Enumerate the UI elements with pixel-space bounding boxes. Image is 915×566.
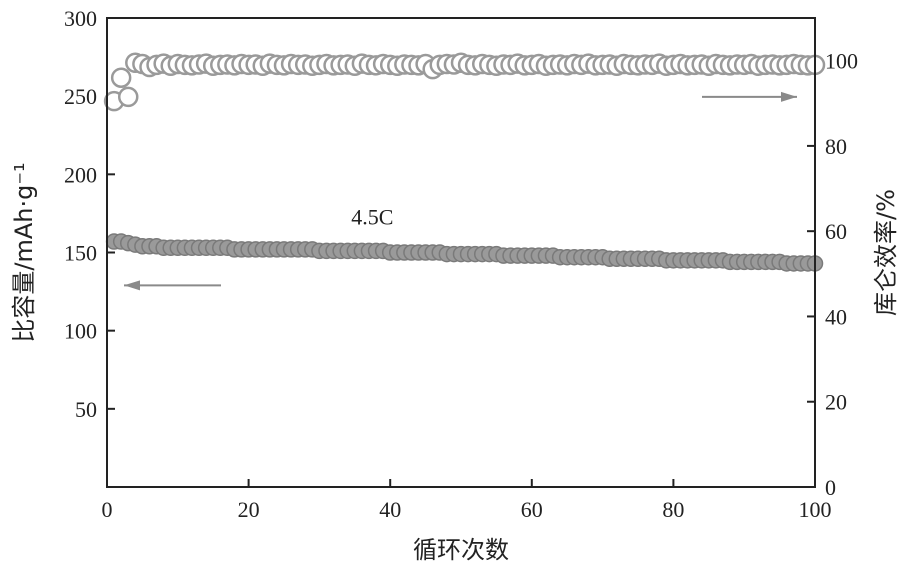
x-tick-label: 80 [662, 497, 684, 522]
x-tick-label: 0 [102, 497, 113, 522]
arrow-head [124, 280, 140, 291]
arrow-head [781, 91, 797, 102]
annotation-label: 4.5C [351, 204, 393, 229]
right-y-tick-label: 60 [825, 219, 847, 244]
left-y-tick-label: 250 [64, 84, 97, 109]
right-y-tick-label: 80 [825, 134, 847, 159]
left-y-tick-label: 150 [64, 241, 97, 266]
x-axis-title: 循环次数 [413, 536, 509, 564]
left-y-tick-label: 100 [64, 319, 97, 344]
capacity-series [105, 233, 824, 272]
ticks: 0 20 40 60 80 100 50 100 150 200 250 300 0 20 40 60 80 10… [64, 6, 858, 522]
right-y-axis-title: 库仑效率/% [872, 189, 900, 316]
left-y-axis-title: 比容量/mAh·g⁻¹ [10, 162, 38, 342]
plot-frame [106, 17, 816, 488]
left-y-tick-label: 50 [75, 397, 97, 422]
x-tick-label: 20 [238, 497, 260, 522]
efficiency-series [103, 52, 826, 112]
x-tick-label: 40 [379, 497, 401, 522]
right-y-tick-label: 0 [825, 475, 836, 500]
efficiency-point [110, 67, 132, 88]
efficiency-point [117, 86, 139, 108]
x-tick-label: 100 [799, 497, 832, 522]
right-y-tick-label: 20 [825, 390, 847, 415]
right-y-tick-label: 100 [825, 49, 858, 74]
right-y-tick-label: 40 [825, 304, 847, 329]
left-y-tick-label: 300 [64, 6, 97, 31]
x-tick-label: 60 [521, 497, 543, 522]
left-y-tick-label: 200 [64, 162, 97, 187]
series-arrows [124, 91, 797, 291]
